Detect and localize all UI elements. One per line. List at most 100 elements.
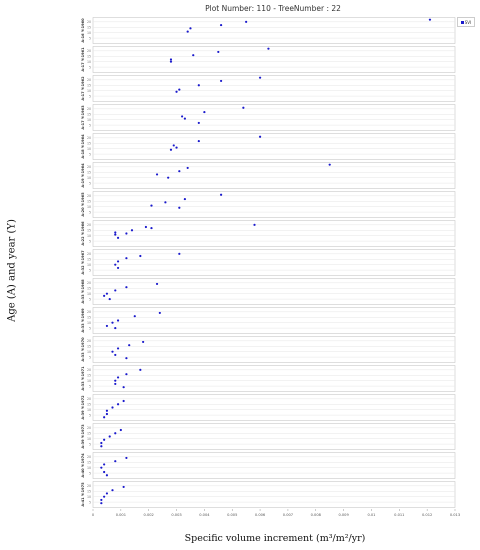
x-tick-label: 0.003	[171, 513, 181, 517]
panel-frame	[92, 104, 456, 131]
panel-frame	[92, 365, 456, 392]
data-point	[103, 438, 106, 441]
x-axis-label: Specific volume increment (m³/m²/yr)	[184, 533, 366, 544]
y-tick-label: 10	[87, 379, 91, 383]
data-point	[114, 353, 117, 357]
data-point	[253, 223, 256, 226]
y-tick-label: 15	[87, 315, 91, 319]
panel-label: A:40 Y:1974	[81, 453, 85, 478]
y-tick-label: 15	[87, 431, 91, 435]
y-tick-label: 10	[87, 118, 91, 122]
legend-label: SVI	[464, 19, 472, 25]
data-point	[186, 30, 189, 33]
data-point	[100, 441, 103, 445]
data-point	[217, 50, 220, 54]
data-point	[100, 502, 103, 505]
data-point	[139, 254, 142, 258]
data-point	[122, 485, 125, 489]
y-tick-label: 10	[87, 147, 91, 151]
data-point	[114, 382, 117, 386]
panel-frame	[92, 278, 456, 305]
x-tick-label: 0.005	[227, 513, 237, 517]
data-point	[114, 231, 117, 234]
x-tick-label: 0.007	[283, 513, 293, 517]
data-point	[100, 498, 103, 502]
y-tick-label: 15	[87, 141, 91, 145]
y-tick-label: 15	[87, 402, 91, 406]
data-point	[105, 324, 109, 328]
panel-label: A:22 Y:1966	[81, 221, 85, 246]
panel-label: A:32 Y:1967	[81, 250, 85, 275]
y-tick-label: 15	[87, 83, 91, 87]
data-point	[155, 282, 159, 286]
data-point	[103, 470, 106, 474]
y-tick-label: 20	[87, 136, 91, 140]
data-point	[111, 321, 114, 324]
legend-swatch	[460, 20, 464, 24]
data-point	[114, 379, 117, 382]
y-tick-label: 5	[89, 471, 91, 475]
data-point	[114, 460, 117, 463]
data-point	[242, 106, 245, 109]
panel-label: A:33 Y:1968	[81, 279, 85, 304]
y-tick-label: 20	[87, 368, 91, 372]
data-point	[158, 311, 161, 315]
data-point	[428, 18, 432, 21]
y-tick-label: 5	[89, 268, 91, 272]
y-tick-label: 20	[87, 426, 91, 430]
panel-frame	[92, 46, 456, 73]
data-point	[122, 386, 125, 389]
data-point	[125, 456, 128, 460]
data-point	[108, 297, 111, 301]
y-tick-label: 5	[89, 65, 91, 69]
panel-frame	[92, 307, 456, 334]
y-tick-label: 20	[87, 20, 91, 24]
x-tick-label: 0	[92, 513, 95, 517]
y-tick-label: 15	[87, 373, 91, 377]
y-tick-label: 20	[87, 165, 91, 169]
data-point	[155, 173, 159, 176]
panel-label: A:33 Y:1971	[81, 366, 85, 391]
y-tick-label: 20	[87, 455, 91, 459]
data-point	[125, 286, 128, 289]
panel-label: A:17 Y:1962	[81, 76, 85, 101]
panel-frame	[92, 75, 456, 102]
data-point	[181, 115, 184, 118]
y-tick-label: 10	[87, 31, 91, 35]
y-tick-label: 5	[89, 181, 91, 185]
y-tick-label: 15	[87, 228, 91, 232]
y-tick-label: 5	[89, 442, 91, 446]
data-point	[219, 79, 223, 83]
panel-frame	[92, 249, 456, 276]
data-point	[114, 432, 117, 435]
data-point	[169, 148, 173, 151]
data-point	[267, 47, 270, 50]
data-point	[142, 340, 145, 344]
data-point	[105, 409, 109, 412]
data-point	[114, 263, 117, 266]
data-point	[105, 492, 109, 495]
y-tick-label: 10	[87, 466, 91, 470]
y-tick-label: 5	[89, 355, 91, 359]
x-tick-label: 0.004	[199, 513, 210, 517]
data-point	[116, 319, 120, 322]
y-tick-label: 10	[87, 350, 91, 354]
panel-frame	[92, 191, 456, 218]
x-tick-label: 0.011	[394, 513, 404, 517]
y-tick-label: 10	[87, 176, 91, 180]
y-tick-label: 20	[87, 281, 91, 285]
data-point	[133, 315, 136, 318]
y-tick-label: 20	[87, 252, 91, 256]
y-tick-label: 15	[87, 344, 91, 348]
data-point	[116, 266, 120, 270]
y-tick-label: 20	[87, 49, 91, 53]
data-point	[197, 121, 200, 125]
